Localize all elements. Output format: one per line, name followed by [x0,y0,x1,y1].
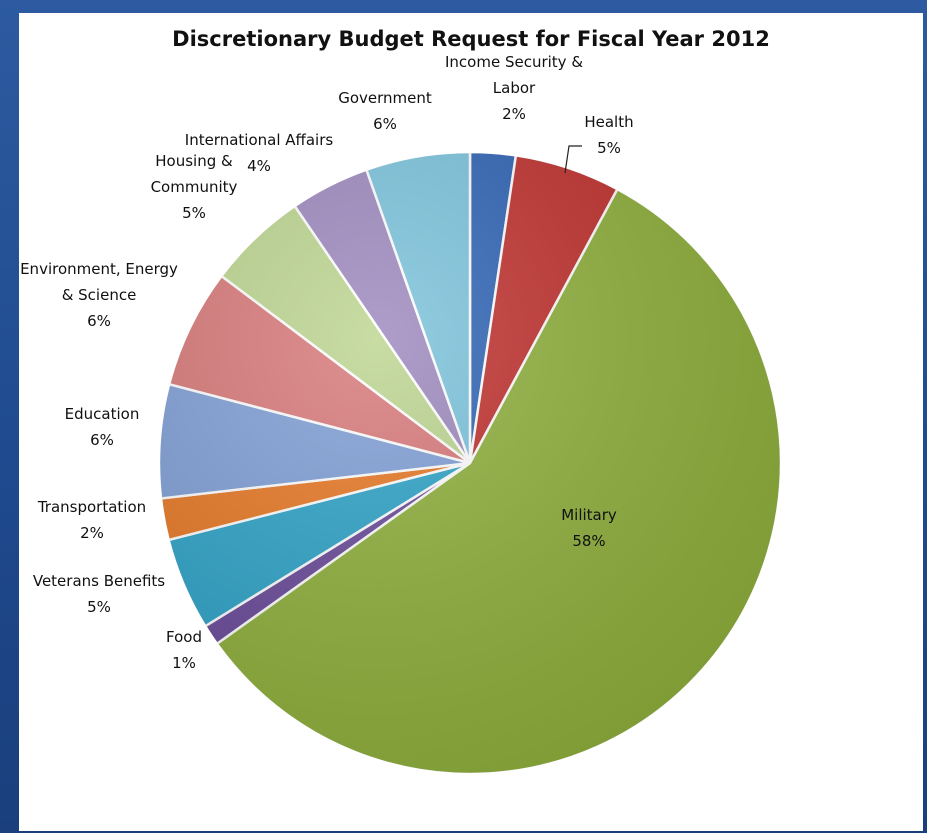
data-label-housing-community: Housing & Community 5% [151,152,238,222]
data-label-health: Health 5% [584,113,633,157]
data-label-transportation: Transportation 2% [37,498,146,542]
data-label-veterans-benefits: Veterans Benefits 5% [33,572,165,616]
data-label-government: Government 6% [338,89,432,133]
pie-chart: Income Security & Labor 2% Health 5% Military… [20,53,783,776]
data-label-food: Food 1% [166,628,202,672]
data-label-income-security-labor: Income Security & Labor 2% [445,53,583,123]
data-label-environment-energy-science: Environment, Energy & Science 6% [20,260,178,330]
data-label-military: Military 58% [561,506,617,550]
chart-title: Discretionary Budget Request for Fiscal … [172,27,770,51]
data-label-education: Education 6% [65,405,140,449]
data-label-international-affairs: International Affairs 4% [185,131,334,175]
leader-line-health [564,145,582,174]
chart-panel: Discretionary Budget Request for Fiscal … [19,13,923,831]
